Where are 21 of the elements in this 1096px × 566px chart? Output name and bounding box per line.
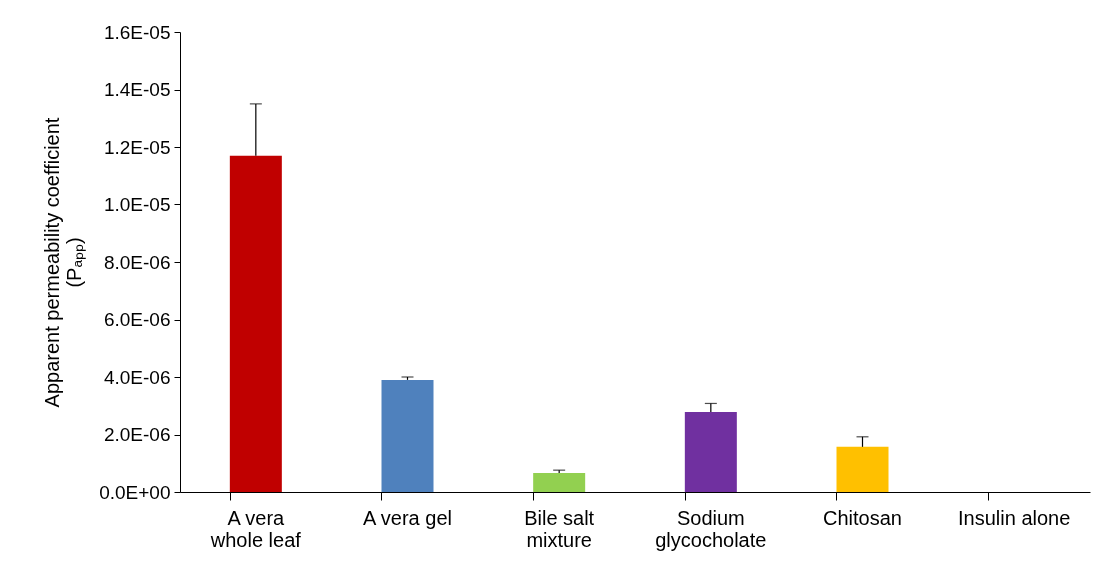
y-axis-title: Apparent permeability coefficient (Pₐₚₚ) (41, 117, 87, 408)
x-tick-label: Sodium glycocholate (655, 506, 767, 551)
x-tick-label: A vera gel (363, 506, 452, 529)
y-tick-label: 1.4E-05 (103, 79, 171, 100)
x-tick-label: Insulin alone (958, 506, 1071, 529)
y-tick-label: 1.6E-05 (103, 21, 171, 43)
bar (836, 446, 889, 492)
y-tick-label: 6.0E-06 (103, 309, 171, 330)
bar (381, 379, 434, 492)
bar (533, 473, 586, 492)
x-tick-label: Chitosan (823, 506, 902, 529)
y-tick-label: 8.0E-06 (103, 251, 171, 273)
bar (684, 412, 737, 492)
y-tick-label: 1.0E-05 (103, 194, 171, 215)
y-tick-label: 2.0E-06 (103, 424, 171, 445)
y-tick-label: 0.0E+00 (99, 481, 171, 503)
y-tick-label: 1.2E-05 (103, 136, 171, 158)
x-tick-label: Bile salt mixture (524, 506, 595, 551)
y-tick-label: 4.0E-06 (103, 366, 171, 388)
bar (229, 155, 282, 492)
x-tick-label: A vera whole leaf (209, 506, 302, 551)
